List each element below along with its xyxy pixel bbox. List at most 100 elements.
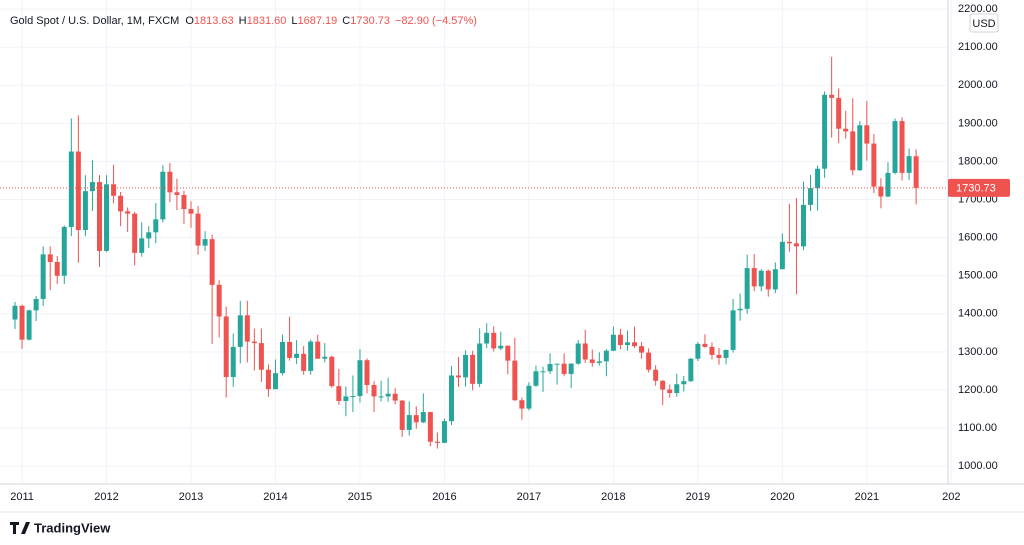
candle-body xyxy=(723,349,729,358)
candle-body xyxy=(244,315,250,342)
candle-body xyxy=(716,354,722,358)
x-tick-label: 2017 xyxy=(517,491,541,503)
candle-body xyxy=(765,270,771,290)
y-tick-label: 1500.00 xyxy=(958,270,998,282)
candle-body xyxy=(843,128,849,132)
candle-body xyxy=(12,305,18,320)
currency-label: USD xyxy=(972,18,995,30)
candle-body xyxy=(822,94,828,169)
candle-body xyxy=(336,386,342,401)
candle-body xyxy=(737,308,743,311)
candle-body xyxy=(603,350,609,362)
candle-body xyxy=(237,315,243,347)
candle-body xyxy=(315,341,321,359)
legend: Gold Spot / U.S. Dollar, 1M, FXCM O1813.6… xyxy=(10,15,477,27)
candle-body xyxy=(786,241,792,244)
candle-body xyxy=(864,125,870,144)
candle-body xyxy=(75,151,81,231)
candle-body xyxy=(47,254,53,262)
ohlc-label: L xyxy=(291,15,297,27)
candle-body xyxy=(617,334,623,346)
candle-body xyxy=(434,441,440,443)
candle-body xyxy=(272,373,278,390)
ohlc-value: 1730.73 xyxy=(350,15,390,27)
candle-body xyxy=(667,389,673,393)
candle-body xyxy=(322,356,328,359)
y-tick-label: 1100.00 xyxy=(958,422,997,434)
candle-body xyxy=(413,415,419,423)
y-tick-label: 1000.00 xyxy=(958,460,998,472)
candle-body xyxy=(568,363,574,374)
x-tick-label: 2018 xyxy=(601,491,625,503)
ohlc-value: 1813.63 xyxy=(194,15,234,27)
candle-body xyxy=(660,380,666,390)
ohlc-label: H xyxy=(239,15,247,27)
candle-body xyxy=(808,188,814,205)
candle-body xyxy=(836,97,842,129)
candle-body xyxy=(709,346,715,355)
candle-body xyxy=(850,131,856,171)
candle-body xyxy=(526,385,532,409)
x-tick-label: 2013 xyxy=(179,491,203,503)
candle-body xyxy=(624,342,630,346)
candle-body xyxy=(251,341,257,344)
candle-body xyxy=(132,213,138,253)
last-price-label: 1730.73 xyxy=(956,183,996,195)
candle-body xyxy=(857,125,863,171)
candle-body xyxy=(829,94,835,98)
candle-body xyxy=(610,334,616,351)
last-price-box xyxy=(948,178,1010,197)
brand-logo xyxy=(10,522,30,534)
candle-body xyxy=(892,121,898,173)
candle-body xyxy=(82,191,88,231)
candle-body xyxy=(188,209,194,214)
candle-body xyxy=(258,343,264,370)
candle-body xyxy=(674,384,680,393)
candle-body xyxy=(512,360,518,401)
y-tick-label: 1200.00 xyxy=(958,384,998,396)
candle-body xyxy=(519,400,525,409)
candle-body xyxy=(751,268,757,287)
y-tick-label: 1800.00 xyxy=(958,155,998,167)
candle-body xyxy=(329,356,335,387)
candle-body xyxy=(343,396,349,401)
candle-body xyxy=(772,269,778,290)
candle-body xyxy=(104,184,110,251)
candle-body xyxy=(399,400,405,430)
candle-body xyxy=(498,345,504,349)
candle-body xyxy=(456,375,462,378)
candle-body xyxy=(223,316,229,377)
candle-body xyxy=(688,358,694,382)
candle-body xyxy=(294,353,300,358)
candle-body xyxy=(448,375,454,422)
y-tick-label: 2000.00 xyxy=(958,79,998,91)
y-tick-label: 2200.00 xyxy=(958,3,998,15)
candle-body xyxy=(561,363,567,374)
candle-body xyxy=(441,421,447,443)
x-tick-label: 2016 xyxy=(432,491,456,503)
y-tick-label: 1300.00 xyxy=(958,346,998,358)
y-tick-label: 1900.00 xyxy=(958,117,998,129)
currency-box xyxy=(969,13,999,33)
x-tick-label: 2020 xyxy=(770,491,794,503)
candle-body xyxy=(632,342,638,347)
candle-body xyxy=(878,186,884,197)
candle-body xyxy=(89,182,95,192)
x-tick-label: 2011 xyxy=(10,491,34,503)
candle-body xyxy=(287,341,293,358)
candle-body xyxy=(167,171,173,193)
x-tick-label: 2012 xyxy=(94,491,118,503)
candle-body xyxy=(554,363,560,365)
candle-body xyxy=(371,384,377,397)
candle-body xyxy=(420,412,426,423)
candle-body xyxy=(139,238,145,253)
ohlc-value: 1687.19 xyxy=(298,15,338,27)
ohlc-label: O xyxy=(185,15,194,27)
candle-body xyxy=(547,364,553,372)
x-tick-label: 2014 xyxy=(263,491,287,503)
candle-body xyxy=(146,232,152,239)
candle-body xyxy=(350,396,356,398)
candle-body xyxy=(174,192,180,195)
y-tick-label: 2100.00 xyxy=(958,41,998,53)
brand-name: TradingView xyxy=(34,520,111,535)
